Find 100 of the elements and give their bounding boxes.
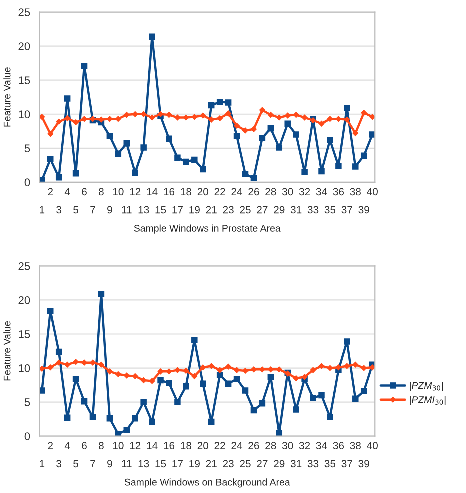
point	[318, 392, 325, 399]
x-tick-label: 13	[138, 460, 150, 468]
point	[360, 110, 368, 116]
point	[293, 375, 300, 382]
x-tick-label: 25	[240, 460, 251, 468]
x-tick-label: 21	[206, 206, 217, 214]
point	[302, 114, 308, 121]
point	[106, 133, 114, 140]
x-tick-label: 20	[198, 442, 209, 450]
point	[183, 158, 190, 166]
point	[284, 120, 291, 128]
point	[132, 415, 138, 422]
point	[132, 373, 138, 380]
point	[268, 374, 274, 380]
point	[318, 168, 325, 175]
point	[124, 140, 130, 147]
x-tick-label: 12	[130, 442, 141, 450]
point	[192, 337, 198, 344]
y-tick-label: 10	[19, 364, 30, 372]
x-tick-label: 27	[257, 460, 268, 468]
point	[276, 366, 283, 373]
x-tick-label: 3	[56, 460, 62, 468]
point	[98, 290, 105, 298]
legend-label: |PZMI$_{30}$|	[410, 396, 446, 406]
x-tick-label: 20	[198, 188, 209, 196]
point	[166, 112, 172, 118]
x-tick-label: 40	[367, 188, 378, 196]
point	[327, 414, 334, 420]
point	[200, 112, 206, 119]
point	[40, 177, 46, 182]
x-tick-label: 13	[138, 206, 150, 214]
point	[293, 406, 300, 413]
x-tick-label: 31	[290, 206, 302, 214]
x-tick-label: 26	[248, 188, 260, 196]
x-tick-label: 21	[206, 460, 217, 468]
point	[64, 362, 71, 368]
point	[336, 364, 342, 371]
x-tick-label: 5	[74, 206, 79, 214]
x-tick-label: 6	[82, 442, 87, 450]
point	[259, 366, 266, 373]
point	[234, 122, 240, 130]
point	[360, 152, 368, 159]
x-tick-label: 28	[266, 188, 276, 196]
x-tick-label: 4	[64, 188, 70, 196]
point	[360, 365, 368, 372]
point	[208, 102, 215, 109]
point	[140, 111, 147, 118]
point	[352, 130, 359, 137]
point	[259, 135, 266, 142]
point	[48, 156, 54, 162]
point	[250, 175, 258, 182]
x-tick-label: 26	[248, 442, 260, 450]
point	[174, 399, 181, 406]
point	[336, 116, 342, 122]
point	[166, 136, 172, 142]
point	[81, 398, 88, 405]
x-tick-label: 8	[99, 442, 104, 450]
point	[48, 308, 54, 314]
point	[47, 130, 54, 138]
point	[183, 384, 190, 390]
point	[124, 112, 130, 118]
point	[352, 362, 359, 368]
y-axis-title: Feature Value	[4, 322, 11, 381]
x-tick-label: 22	[214, 442, 226, 450]
point	[56, 348, 62, 356]
point	[40, 366, 46, 372]
x-tick-label: 3	[56, 206, 62, 214]
legend-label: |PZM$_{30}$|	[410, 382, 444, 392]
x-tick-label: 24	[232, 442, 243, 450]
point	[183, 368, 190, 374]
point	[318, 363, 325, 370]
x-tick-label: 14	[147, 188, 158, 196]
x-tick-label: 17	[172, 460, 183, 468]
point	[40, 388, 46, 394]
point	[268, 366, 274, 373]
x-tick-label: 16	[164, 188, 175, 196]
x-tick-label: 36	[333, 188, 344, 196]
point	[318, 120, 325, 128]
x-tick-label: 29	[274, 460, 285, 468]
point	[72, 119, 80, 126]
point	[124, 372, 130, 379]
point	[268, 126, 274, 132]
x-tick-label: 11	[122, 206, 132, 214]
x-tick-label: 29	[274, 206, 285, 214]
point	[234, 133, 240, 140]
x-tick-label: 9	[108, 206, 112, 214]
point	[327, 116, 334, 122]
point	[192, 156, 198, 164]
point	[225, 110, 232, 117]
x-axis-title: Sample Windows in Prostate Area	[134, 224, 281, 234]
point	[216, 115, 224, 122]
point	[149, 34, 156, 40]
point	[242, 388, 249, 394]
y-tick-label: 5	[24, 398, 30, 406]
point	[132, 111, 138, 118]
point	[106, 368, 114, 375]
point	[64, 96, 71, 102]
x-tick-label: 2	[48, 442, 53, 450]
x-tick-label: 37	[342, 460, 352, 468]
point	[344, 116, 350, 123]
